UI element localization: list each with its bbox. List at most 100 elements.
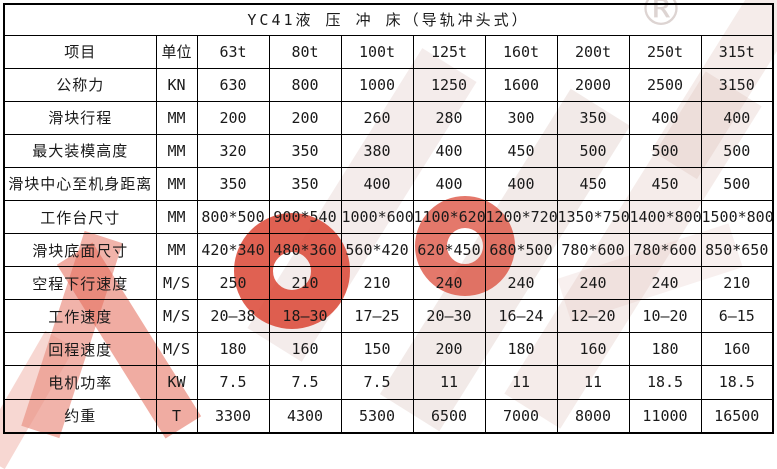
row-value: 2000 xyxy=(556,67,630,102)
row-label: 滑块行程 xyxy=(3,100,157,135)
row-value: 500 xyxy=(628,133,702,168)
row-value: 7.5 xyxy=(196,365,270,400)
row-value: 1200*720 xyxy=(484,199,558,235)
table-row: 回程速度 M/S 180 160 150 200 180 160 180 160 xyxy=(3,332,774,367)
row-value: 630 xyxy=(196,67,270,102)
row-value: 800*500 xyxy=(196,199,270,235)
row-value: 400 xyxy=(340,166,414,201)
column-header-item: 项目 xyxy=(3,34,157,69)
row-value: 260 xyxy=(340,100,414,135)
row-value: 400 xyxy=(484,166,558,201)
row-unit: M/S xyxy=(155,332,198,367)
row-value: 18—30 xyxy=(268,299,342,334)
row-value: 210 xyxy=(340,266,414,301)
row-value: 250 xyxy=(196,266,270,301)
row-unit: MM xyxy=(155,199,198,235)
row-label: 最大装模高度 xyxy=(3,133,157,168)
row-value: 420*340 xyxy=(196,233,270,268)
row-value: 380 xyxy=(340,133,414,168)
row-value: 780*600 xyxy=(556,233,630,268)
row-value: 400 xyxy=(628,100,702,135)
row-value: 2500 xyxy=(628,67,702,102)
row-value: 780*600 xyxy=(628,233,702,268)
row-value: 11 xyxy=(556,365,630,400)
row-value: 16500 xyxy=(700,398,774,434)
row-value: 17—25 xyxy=(340,299,414,334)
row-value: 11 xyxy=(412,365,486,400)
row-value: 240 xyxy=(484,266,558,301)
row-unit: M/S xyxy=(155,299,198,334)
row-value: 12—20 xyxy=(556,299,630,334)
row-label: 回程速度 xyxy=(3,332,157,367)
row-unit: MM xyxy=(155,133,198,168)
row-value: 160 xyxy=(700,332,774,367)
row-value: 11 xyxy=(484,365,558,400)
column-header-tonnage: 315t xyxy=(700,34,774,69)
column-header-tonnage: 125t xyxy=(412,34,486,69)
row-value: 680*500 xyxy=(484,233,558,268)
row-value: 1600 xyxy=(484,67,558,102)
row-value: 350 xyxy=(196,166,270,201)
column-header-unit: 单位 xyxy=(155,34,198,69)
table-row: 工作台尺寸 MM 800*500 900*540 1000*600 1100*620 120… xyxy=(3,199,774,235)
row-value: 160 xyxy=(268,332,342,367)
row-value: 18.5 xyxy=(628,365,702,400)
row-value: 3150 xyxy=(700,67,774,102)
column-header-tonnage: 100t xyxy=(340,34,414,69)
row-value: 500 xyxy=(700,166,774,201)
row-value: 620*450 xyxy=(412,233,486,268)
row-value: 350 xyxy=(268,133,342,168)
row-value: 6—15 xyxy=(700,299,774,334)
row-unit: MM xyxy=(155,166,198,201)
row-value: 350 xyxy=(556,100,630,135)
row-unit: MM xyxy=(155,100,198,135)
row-value: 20—30 xyxy=(412,299,486,334)
row-value: 210 xyxy=(268,266,342,301)
row-value: 200 xyxy=(268,100,342,135)
row-value: 10—20 xyxy=(628,299,702,334)
row-label: 约重 xyxy=(3,398,157,434)
row-value: 3300 xyxy=(196,398,270,434)
row-value: 1000*600 xyxy=(340,199,414,235)
row-value: 450 xyxy=(484,133,558,168)
row-unit: T xyxy=(155,398,198,434)
row-value: 8000 xyxy=(556,398,630,434)
row-label: 空程下行速度 xyxy=(3,266,157,301)
table-row: 滑块底面尺寸 MM 420*340 480*360 560*420 620*450 680*… xyxy=(3,233,774,268)
row-value: 850*650 xyxy=(700,233,774,268)
table-row: 工作速度 M/S 20—38 18—30 17—25 20—30 16—24 12—20 10—… xyxy=(3,299,774,334)
row-value: 240 xyxy=(628,266,702,301)
column-header-tonnage: 200t xyxy=(556,34,630,69)
row-value: 20—38 xyxy=(196,299,270,334)
table-row: 滑块中心至机身距离 MM 350 350 400 400 400 450 450 500 xyxy=(3,166,774,201)
row-value: 450 xyxy=(628,166,702,201)
row-value: 400 xyxy=(412,133,486,168)
row-value: 900*540 xyxy=(268,199,342,235)
row-value: 7000 xyxy=(484,398,558,434)
row-unit: KW xyxy=(155,365,198,400)
row-value: 180 xyxy=(196,332,270,367)
row-value: 18.5 xyxy=(700,365,774,400)
row-value: 320 xyxy=(196,133,270,168)
row-label: 工作速度 xyxy=(3,299,157,334)
row-value: 7.5 xyxy=(268,365,342,400)
column-header-tonnage: 250t xyxy=(628,34,702,69)
row-value: 240 xyxy=(412,266,486,301)
row-value: 300 xyxy=(484,100,558,135)
row-value: 560*420 xyxy=(340,233,414,268)
row-label: 公称力 xyxy=(3,67,157,102)
row-unit: MM xyxy=(155,233,198,268)
column-header-tonnage: 160t xyxy=(484,34,558,69)
table-row: 空程下行速度 M/S 250 210 210 240 240 240 240 210 xyxy=(3,266,774,301)
row-value: 1250 xyxy=(412,67,486,102)
row-value: 400 xyxy=(412,166,486,201)
row-value: 240 xyxy=(556,266,630,301)
row-label: 电机功率 xyxy=(3,365,157,400)
table-row: 公称力 KN 630 800 1000 1250 1600 2000 2500 3150 xyxy=(3,67,774,102)
row-value: 210 xyxy=(700,266,774,301)
table-row: 电机功率 KW 7.5 7.5 7.5 11 11 11 18.5 18.5 xyxy=(3,365,774,400)
column-header-tonnage: 80t xyxy=(268,34,342,69)
row-value: 480*360 xyxy=(268,233,342,268)
row-value: 5300 xyxy=(340,398,414,434)
row-unit: KN xyxy=(155,67,198,102)
